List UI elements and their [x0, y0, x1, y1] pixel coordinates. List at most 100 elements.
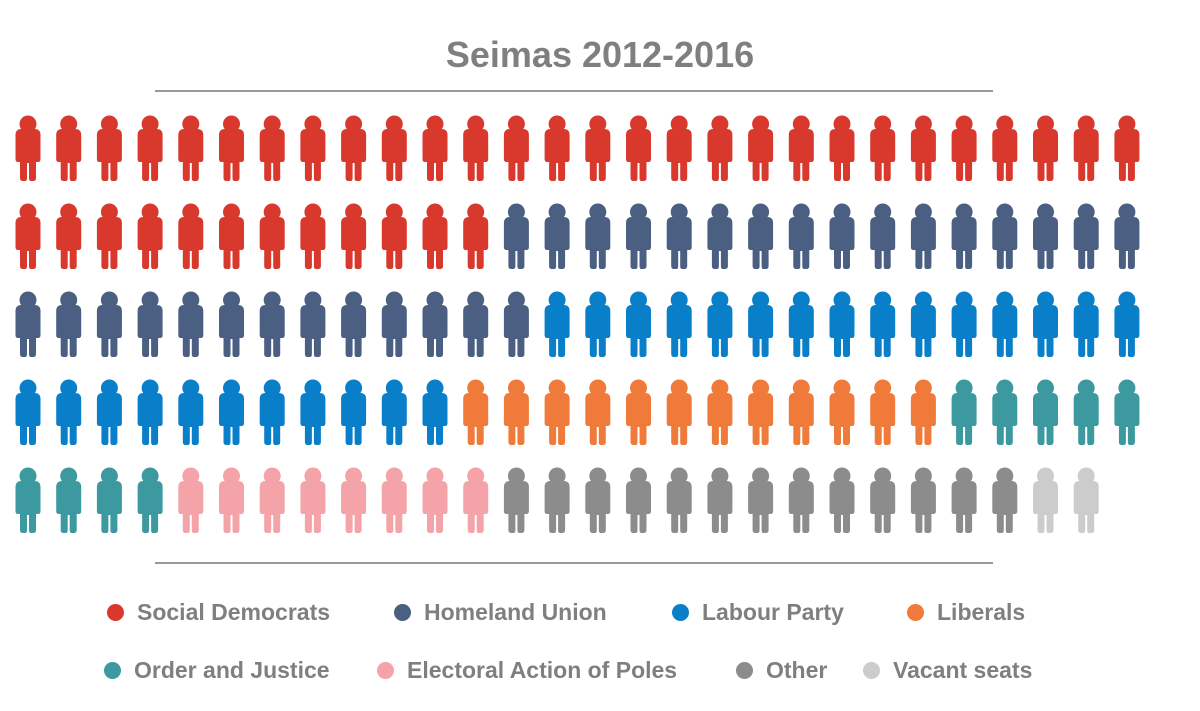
- seat-icon: [910, 203, 936, 269]
- seat-icon: [381, 379, 407, 445]
- seat-icon: [666, 467, 692, 533]
- legend-dot: [394, 604, 411, 621]
- seat-icon: [463, 203, 489, 269]
- seat-icon: [1114, 379, 1140, 445]
- legend-dot: [377, 662, 394, 679]
- seat-icon: [626, 291, 651, 357]
- seat-icon: [463, 467, 489, 533]
- seat-icon: [992, 291, 1018, 357]
- seat-icon: [341, 379, 367, 445]
- seat-icon: [707, 203, 733, 269]
- seat-icon: [788, 203, 814, 269]
- seat-icon: [259, 291, 285, 357]
- seat-icon: [951, 291, 977, 357]
- seat-icon: [707, 115, 733, 181]
- legend-label: Other: [766, 657, 828, 683]
- legend-dot: [736, 662, 753, 679]
- seat-icon: [992, 203, 1018, 269]
- legend-label: Liberals: [937, 599, 1026, 625]
- seat-icon: [137, 379, 163, 445]
- seat-icon: [219, 203, 244, 269]
- seat-icon: [15, 467, 41, 533]
- seat-icon: [178, 115, 204, 181]
- legend-item-vacant-seats: Vacant seats: [863, 657, 1032, 684]
- seat-icon: [666, 379, 692, 445]
- seat-icon: [626, 115, 651, 181]
- seat-icon: [381, 115, 407, 181]
- seat-icon: [1033, 467, 1058, 533]
- seat-icon: [951, 379, 977, 445]
- legend-item-other: Other: [736, 657, 827, 684]
- seat-icon: [910, 115, 936, 181]
- seat-icon: [788, 379, 814, 445]
- seat-icon: [544, 115, 570, 181]
- seat-icon: [178, 291, 204, 357]
- seat-icon: [870, 291, 896, 357]
- seat-icon: [422, 291, 448, 357]
- legend-label: Social Democrats: [137, 599, 331, 625]
- legend-item-order-and-justice: Order and Justice: [104, 657, 330, 684]
- seat-icon: [503, 467, 529, 533]
- seat-icon: [259, 203, 285, 269]
- seat-icon: [585, 115, 611, 181]
- seat-icon: [544, 203, 570, 269]
- seat-icon: [1114, 291, 1140, 357]
- legend-label: Vacant seats: [893, 657, 1033, 683]
- seat-icon: [829, 115, 855, 181]
- seat-icon: [788, 291, 814, 357]
- seat-icon: [178, 203, 204, 269]
- seat-icon: [503, 291, 529, 357]
- seat-icon: [1114, 115, 1140, 181]
- seat-icon: [585, 291, 611, 357]
- seat-icon: [300, 379, 326, 445]
- seat-icon: [381, 203, 407, 269]
- seat-icon: [1033, 291, 1058, 357]
- legend-label: Labour Party: [702, 599, 844, 625]
- seat-icon: [463, 379, 489, 445]
- seat-icon: [748, 379, 774, 445]
- seat-icon: [56, 291, 82, 357]
- chart-title: Seimas 2012-2016: [445, 34, 755, 75]
- seat-icon: [829, 379, 855, 445]
- seat-icon: [341, 291, 367, 357]
- legend-item-social-democrats: Social Democrats: [107, 599, 330, 626]
- seat-icon: [503, 379, 529, 445]
- seat-icon: [1073, 203, 1099, 269]
- seat-icon: [381, 467, 407, 533]
- seat-icon: [544, 467, 570, 533]
- seat-icon: [422, 379, 448, 445]
- seat-icon: [300, 203, 326, 269]
- seat-icon: [585, 379, 611, 445]
- seat-icon: [992, 115, 1018, 181]
- seat-icon: [626, 203, 651, 269]
- seat-icon: [1073, 115, 1099, 181]
- seat-icon: [626, 467, 651, 533]
- seat-icon: [585, 203, 611, 269]
- seat-icon: [259, 379, 285, 445]
- seat-icon: [707, 467, 733, 533]
- seat-icon: [1073, 379, 1099, 445]
- seat-icon: [707, 291, 733, 357]
- bottom-divider: [155, 562, 993, 564]
- seat-icon: [137, 291, 163, 357]
- legend-dot: [672, 604, 689, 621]
- seat-icon: [15, 291, 41, 357]
- seat-icon: [178, 379, 204, 445]
- legend-dot: [107, 604, 124, 621]
- seat-icon: [96, 291, 122, 357]
- seat-icon: [1033, 203, 1058, 269]
- seat-icon: [788, 467, 814, 533]
- seat-icon: [341, 115, 367, 181]
- seat-icon: [1033, 115, 1058, 181]
- legend-dot: [104, 662, 121, 679]
- seat-icon: [951, 203, 977, 269]
- seat-icon: [341, 467, 367, 533]
- seat-icon: [1033, 379, 1058, 445]
- seat-icon: [300, 291, 326, 357]
- seat-icon: [1073, 467, 1099, 533]
- seat-icon: [259, 467, 285, 533]
- seat-icon: [463, 115, 489, 181]
- seat-icon: [381, 291, 407, 357]
- legend-dot: [907, 604, 924, 621]
